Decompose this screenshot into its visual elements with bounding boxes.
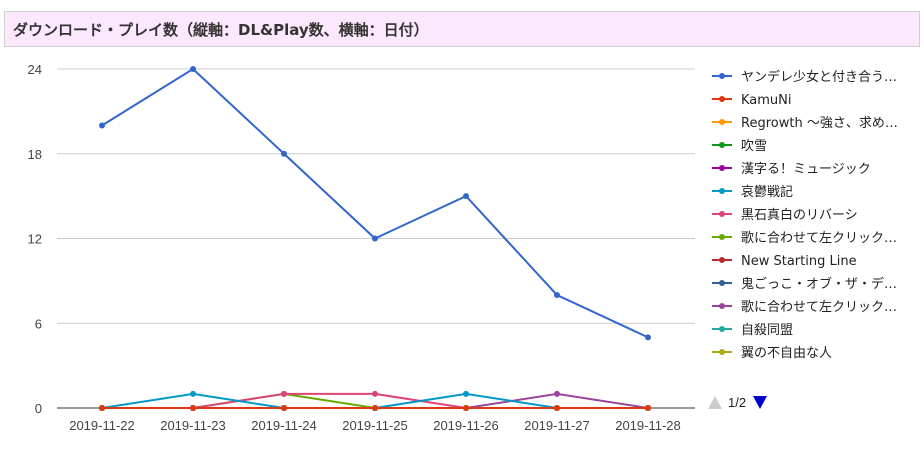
data-point[interactable] — [554, 390, 560, 397]
legend-label: 自殺同盟 — [741, 323, 793, 338]
y-tick-label: 6 — [35, 316, 42, 331]
data-point[interactable] — [281, 405, 287, 411]
legend-item[interactable]: 鬼ごっこ・オブ・ザ・デ… — [712, 276, 897, 292]
legend-swatch-dot — [719, 280, 725, 286]
data-point[interactable] — [463, 390, 469, 397]
y-tick-label: 0 — [35, 401, 42, 416]
data-point[interactable] — [372, 405, 378, 411]
series-line — [101, 67, 649, 339]
data-point[interactable] — [99, 122, 105, 129]
legend-label: KamuNi — [741, 93, 792, 108]
legend-swatch-dot — [719, 303, 725, 309]
data-point[interactable] — [372, 390, 378, 397]
data-point[interactable] — [190, 66, 196, 72]
legend-item[interactable]: Regrowth ～強さ、求め… — [712, 116, 898, 131]
legend-swatch-dot — [719, 165, 725, 171]
legend-item[interactable]: 翼の不自由な人 — [712, 346, 832, 361]
legend-swatch-dot — [719, 211, 725, 217]
legend-swatch-dot — [719, 326, 725, 332]
data-point[interactable] — [463, 405, 469, 411]
legend-item[interactable]: 吹雪 — [712, 139, 767, 154]
x-axis-ticks: 2019-11-22 2019-11-23 2019-11-24 2019-11-25… — [69, 418, 681, 433]
legend-item[interactable]: KamuNi — [712, 93, 792, 108]
legend-label: 歌に合わせて左クリック… — [741, 300, 897, 315]
y-tick-label: 24 — [28, 62, 42, 77]
legend-swatch-dot — [719, 73, 725, 79]
data-point[interactable] — [190, 390, 196, 397]
x-tick-label: 2019-11-27 — [524, 418, 590, 433]
data-point[interactable] — [190, 405, 196, 411]
x-tick-label: 2019-11-23 — [160, 418, 226, 433]
chart-title: ダウンロード・プレイ数（縦軸：DL&Play数、横軸：日付） — [4, 11, 920, 47]
legend-pager: 1/2 — [708, 395, 767, 410]
data-point[interactable] — [281, 390, 287, 397]
legend-label: 哀鬱戦記 — [741, 184, 793, 200]
legend-item[interactable]: New Starting Line — [712, 254, 857, 269]
x-tick-label: 2019-11-22 — [69, 418, 135, 433]
data-point[interactable] — [645, 405, 651, 411]
pager-label: 1/2 — [728, 395, 746, 410]
data-point[interactable] — [645, 334, 651, 341]
legend-item[interactable]: 漢字る！ミュージック — [712, 162, 871, 177]
x-tick-label: 2019-11-28 — [615, 418, 681, 433]
legend-label: ヤンデレ少女と付き合う… — [741, 69, 897, 85]
legend-item[interactable]: 哀鬱戦記 — [712, 184, 793, 200]
legend-item[interactable]: 歌に合わせて左クリック… — [712, 231, 897, 246]
legend-label: 鬼ごっこ・オブ・ザ・デ… — [741, 276, 897, 292]
legend-label: New Starting Line — [741, 254, 857, 269]
legend-item[interactable]: ヤンデレ少女と付き合う… — [712, 69, 897, 85]
legend-label: Regrowth ～強さ、求め… — [741, 116, 898, 131]
legend-label: 漢字る！ミュージック — [741, 162, 871, 177]
legend-item[interactable]: 歌に合わせて左クリック… — [712, 300, 897, 315]
series-lines — [99, 66, 651, 411]
data-point[interactable] — [99, 405, 105, 411]
data-point[interactable] — [372, 235, 378, 242]
legend-swatch-dot — [719, 142, 725, 148]
gridlines — [57, 68, 695, 324]
legend-label: 歌に合わせて左クリック… — [741, 231, 897, 246]
legend-label: 翼の不自由な人 — [741, 346, 832, 361]
data-point[interactable] — [281, 150, 287, 157]
triangle-up-icon[interactable] — [708, 396, 722, 409]
series-2 — [99, 405, 651, 411]
legend-swatch-dot — [719, 234, 725, 240]
y-tick-label: 18 — [28, 147, 42, 162]
x-tick-label: 2019-11-26 — [433, 418, 499, 433]
data-point[interactable] — [463, 193, 469, 200]
x-tick-label: 2019-11-24 — [251, 418, 317, 433]
legend: ヤンデレ少女と付き合う… KamuNi Regrowth ～強さ、求め… 吹雪漢字る！… — [712, 69, 898, 361]
y-tick-label: 12 — [28, 232, 42, 247]
legend-item[interactable]: 黒石真白のリバーシ — [712, 207, 858, 223]
series-1 — [99, 66, 651, 341]
legend-swatch-dot — [719, 96, 725, 102]
x-tick-label: 2019-11-25 — [342, 418, 408, 433]
legend-swatch-dot — [719, 257, 725, 263]
legend-label: 吹雪 — [741, 139, 767, 154]
data-point[interactable] — [554, 405, 560, 411]
legend-swatch-dot — [719, 349, 725, 355]
triangle-down-icon[interactable] — [753, 396, 767, 409]
legend-item[interactable]: 自殺同盟 — [712, 323, 793, 338]
y-axis-ticks: 0 6 12 18 24 — [28, 62, 42, 416]
data-point[interactable] — [554, 292, 560, 298]
legend-label: 黒石真白のリバーシ — [741, 207, 858, 223]
legend-swatch-dot — [719, 188, 725, 194]
legend-swatch-dot — [719, 119, 725, 125]
